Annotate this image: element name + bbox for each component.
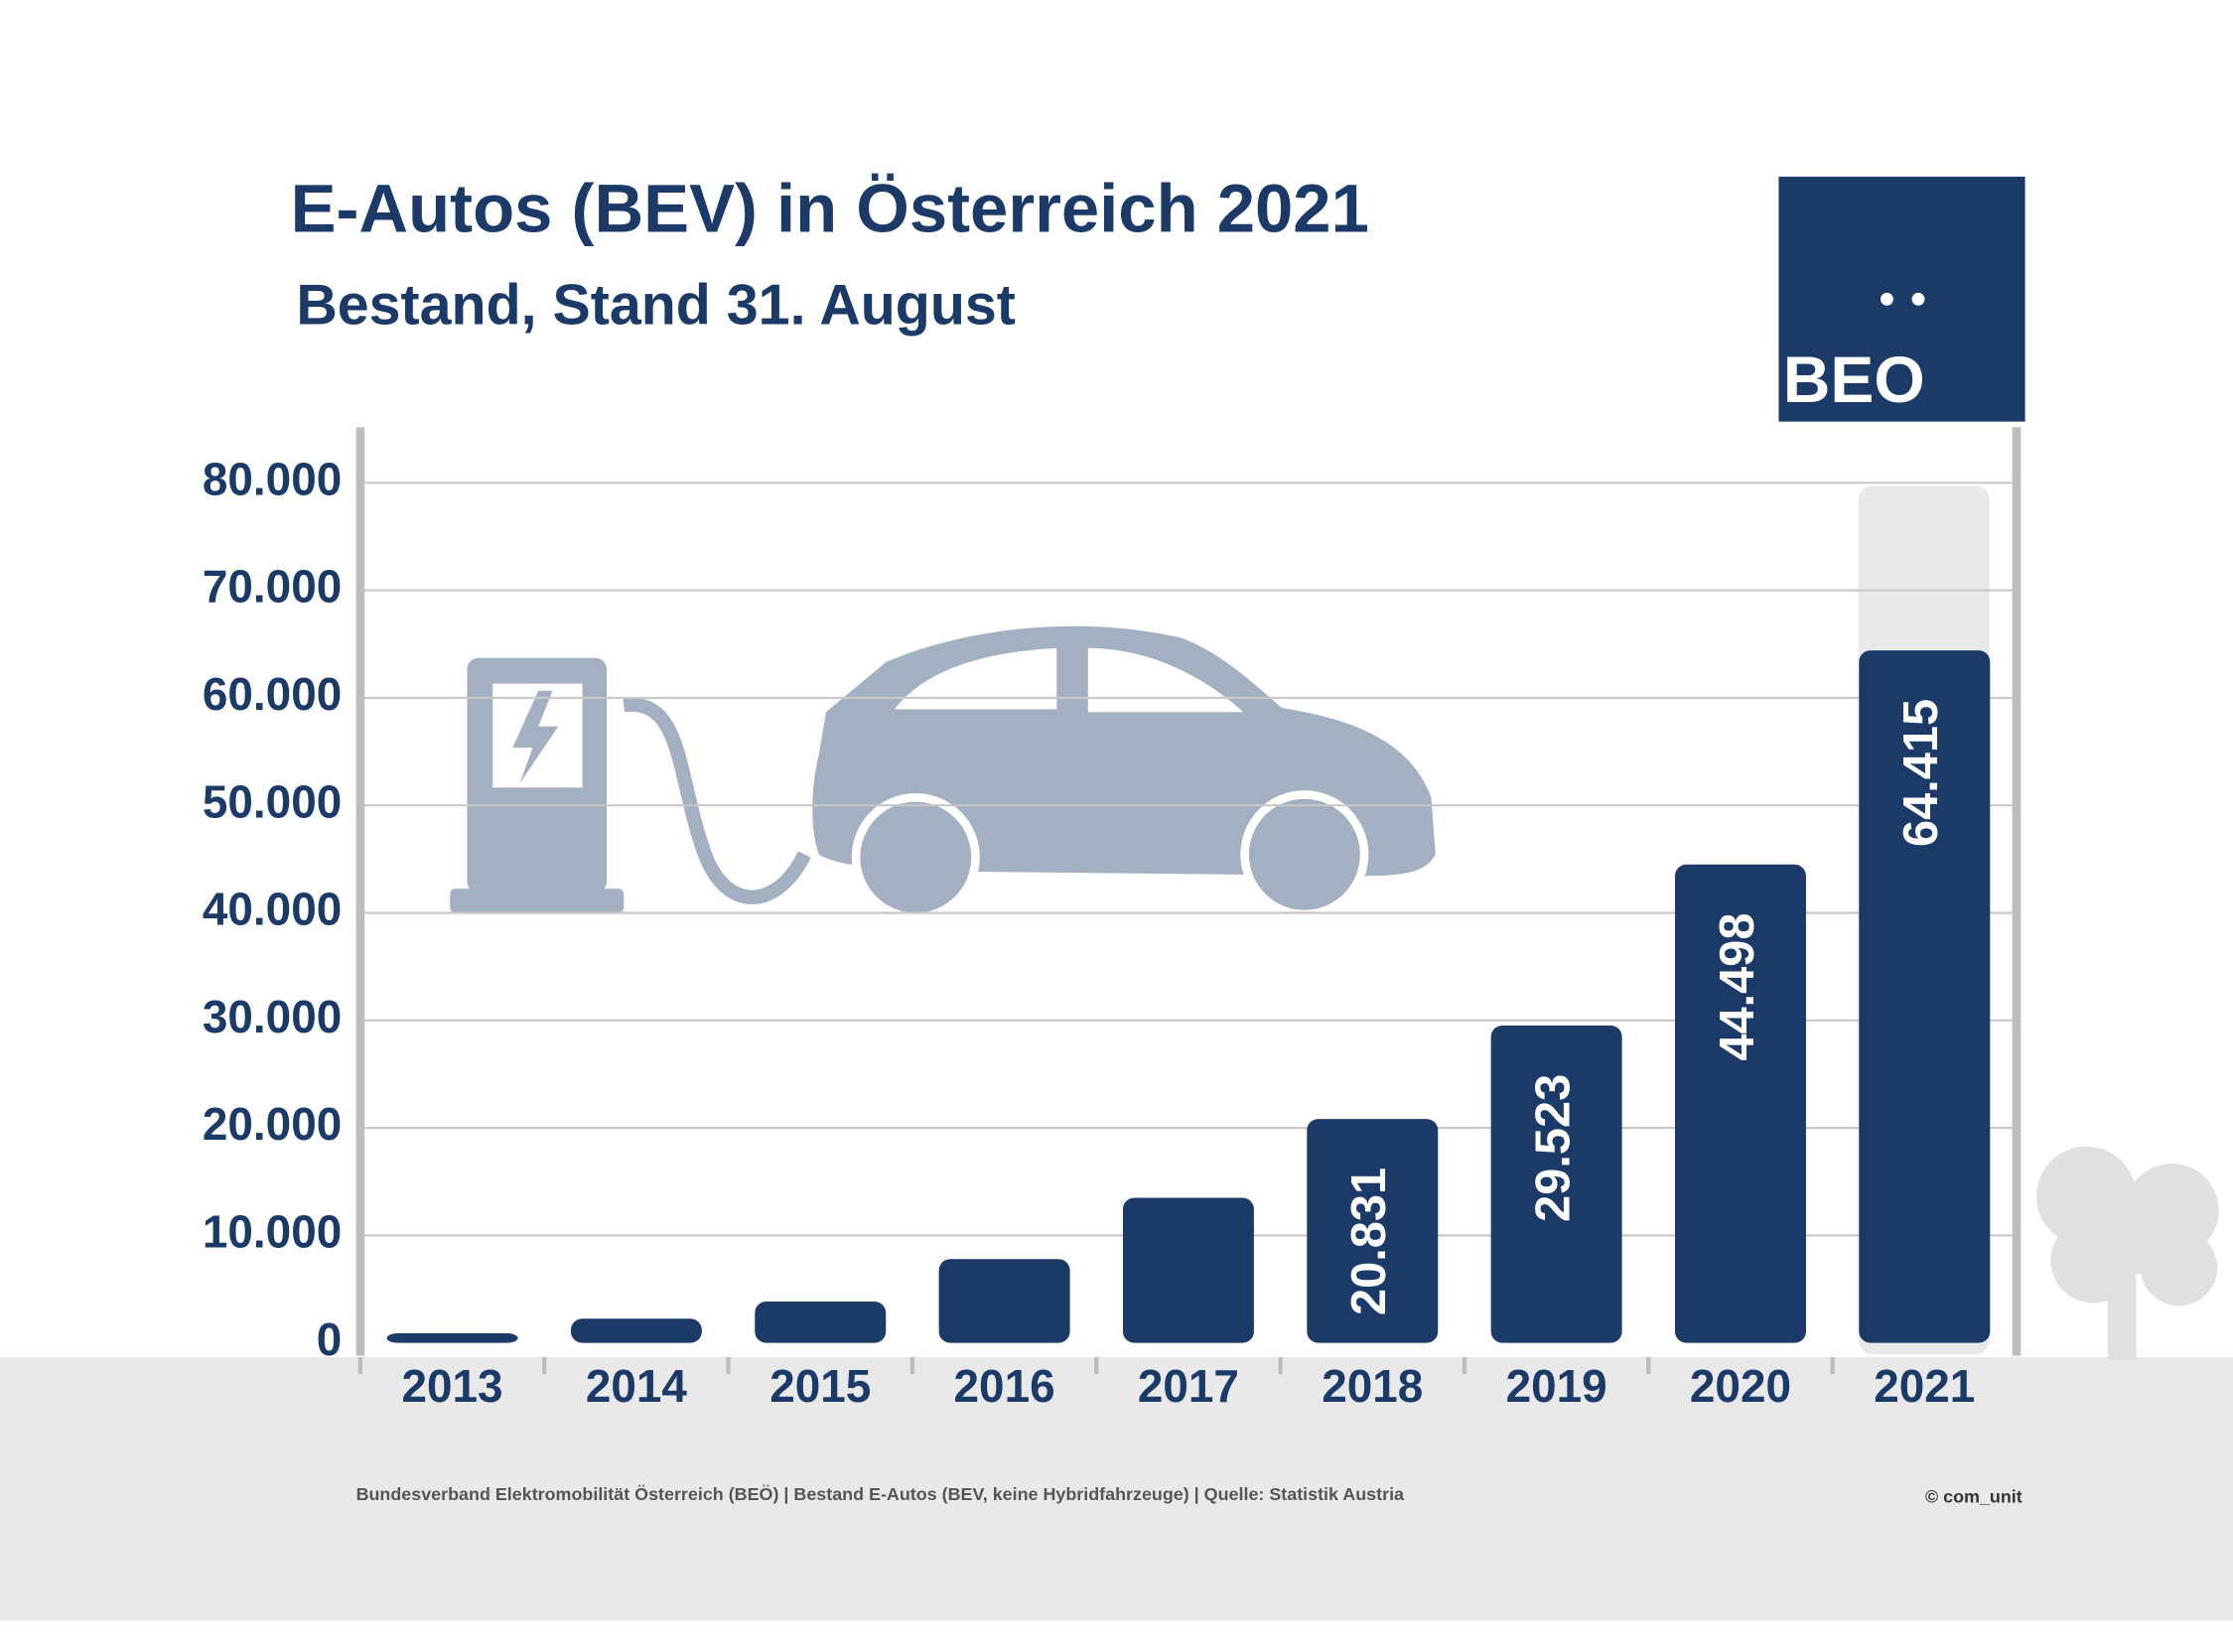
chart-subtitle: Bestand, Stand 31. August	[296, 274, 1016, 338]
bar	[938, 1259, 1070, 1343]
y-tick-label: 10.000	[203, 1205, 342, 1257]
y-tick-label: 60.000	[203, 668, 342, 720]
x-tick-label: 2013	[402, 1360, 503, 1412]
x-tick-label: 2021	[1874, 1360, 1975, 1412]
ground	[0, 1356, 2233, 1621]
bar	[1490, 1025, 1622, 1343]
copyright: © com_unit	[1925, 1487, 2023, 1507]
bar	[1674, 864, 1806, 1343]
y-tick-label: 30.000	[203, 991, 342, 1042]
bar	[386, 1332, 518, 1343]
x-tick-label: 2015	[769, 1360, 871, 1412]
value-label: 29.523	[1526, 1074, 1580, 1222]
value-label: 64.415	[1894, 699, 1948, 847]
chart-title: E-Autos (BEV) in Österreich 2021	[291, 170, 1369, 246]
ev-icon	[450, 625, 1436, 922]
x-tick-label: 2017	[1138, 1360, 1239, 1412]
bar	[1859, 650, 1991, 1343]
bar	[1122, 1197, 1254, 1343]
bar	[755, 1301, 887, 1343]
bar	[570, 1318, 702, 1343]
value-label: 20.831	[1342, 1168, 1396, 1315]
source-note: Bundesverband Elektromobilität Österreic…	[356, 1484, 1405, 1504]
x-tick-label: 2019	[1506, 1360, 1607, 1412]
x-tick-label: 2016	[954, 1360, 1055, 1412]
y-tick-label: 70.000	[203, 561, 342, 613]
x-tick-label: 2014	[586, 1360, 688, 1412]
bar	[1307, 1119, 1439, 1343]
logo-dot	[1881, 292, 1893, 306]
logo-dot	[1911, 292, 1925, 306]
y-tick-label: 40.000	[203, 884, 342, 935]
y-tick-label: 0	[317, 1313, 343, 1365]
value-label: 44.498	[1711, 913, 1764, 1061]
y-tick-label: 80.000	[203, 453, 342, 504]
logo-box	[1778, 176, 2025, 422]
logo-text: BEO	[1783, 343, 1925, 416]
x-tick-label: 2020	[1690, 1360, 1791, 1412]
logo: BEO	[1778, 176, 2025, 422]
y-tick-label: 50.000	[203, 775, 342, 827]
x-tick-label: 2018	[1322, 1360, 1423, 1412]
tree-icon	[2036, 1146, 2219, 1360]
y-tick-label: 20.000	[203, 1098, 342, 1150]
